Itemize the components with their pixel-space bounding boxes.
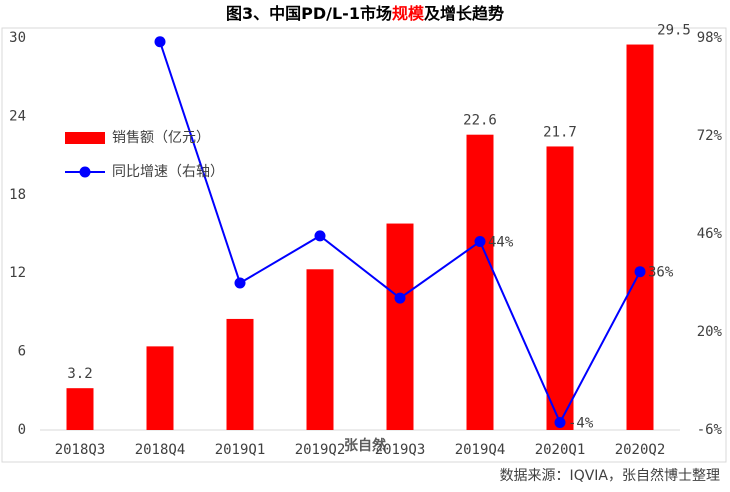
x-tick-label: 2019Q3 <box>375 442 426 458</box>
chart-title: 图3、中国PD/L-1市场规模及增长趋势 <box>226 4 504 23</box>
watermark: 张自然 <box>344 437 386 454</box>
legend-label: 同比增速（右轴） <box>112 164 224 180</box>
source: 数据来源：IQVIA，张自然博士整理 <box>500 467 720 484</box>
line-value-label: 44% <box>488 235 514 251</box>
y2-tick-label: 46% <box>697 226 723 242</box>
legend-label: 销售额（亿元） <box>112 130 210 146</box>
x-tick-label: 2018Q4 <box>135 442 186 458</box>
y2-tick-label: 98% <box>697 30 723 46</box>
title-segment: 图3、中国PD/L-1市场 <box>226 4 392 23</box>
line-point <box>554 416 566 428</box>
x-tick-label: 2020Q1 <box>535 442 586 458</box>
bar-value-label: 22.6 <box>463 113 497 129</box>
bar <box>626 44 654 431</box>
y-tick-label: 12 <box>9 265 26 281</box>
y-tick-label: 24 <box>9 108 26 124</box>
bar <box>466 134 494 430</box>
y2-tick-label: 72% <box>697 128 723 144</box>
x-tick-label: 2020Q2 <box>615 442 666 458</box>
y-tick-label: 18 <box>9 187 26 203</box>
bar-value-label: 3.2 <box>67 366 92 382</box>
bar <box>226 318 254 430</box>
bar <box>546 146 574 430</box>
x-tick-label: 2019Q2 <box>295 442 346 458</box>
line-point <box>474 236 486 248</box>
title-segment: 规模 <box>392 4 425 23</box>
line-point <box>154 36 166 48</box>
line-point <box>634 266 646 278</box>
y2-tick-label: 20% <box>697 324 723 340</box>
chart-border <box>1 27 727 463</box>
bar <box>386 223 414 430</box>
title-segment: 及增长趋势 <box>424 4 504 23</box>
x-tick-label: 2019Q1 <box>215 442 266 458</box>
line-point <box>234 277 246 289</box>
bar-value-label: 29.5 <box>657 23 691 39</box>
y-tick-label: 30 <box>9 30 26 46</box>
bar-value-label: 21.7 <box>543 124 577 140</box>
line-point <box>314 230 326 242</box>
y-tick-label: 0 <box>18 422 26 438</box>
bar <box>66 388 94 430</box>
legend-swatch <box>65 132 105 144</box>
x-tick-label: 2019Q4 <box>455 442 506 458</box>
x-tick-label: 2018Q3 <box>55 442 106 458</box>
y-tick-label: 6 <box>18 344 26 360</box>
line-point <box>394 292 406 304</box>
legend-swatch <box>79 166 91 178</box>
line-value-label: -4% <box>568 415 594 431</box>
bar <box>146 346 174 430</box>
bar <box>306 269 334 430</box>
line-value-label: 36% <box>648 265 674 281</box>
y2-tick-label: -6% <box>697 422 723 438</box>
